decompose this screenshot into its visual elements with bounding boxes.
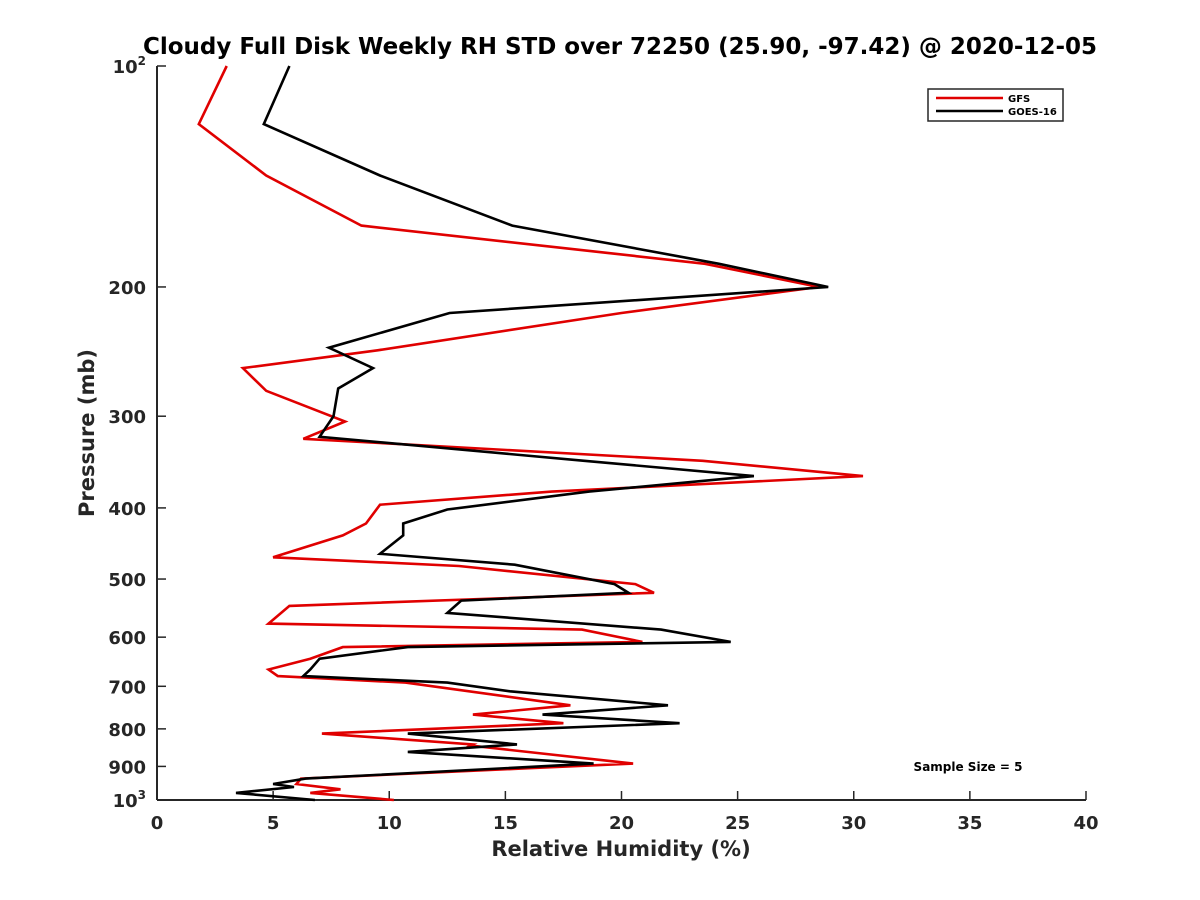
chart-title: Cloudy Full Disk Weekly RH STD over 7225… <box>143 34 1097 60</box>
legend-label: GFS <box>1008 94 1030 105</box>
x-tick-label: 10 <box>377 813 402 834</box>
plot-area <box>156 66 1086 801</box>
y-axis-label: Pressure (mb) <box>75 349 99 517</box>
x-tick-label: 5 <box>267 813 280 834</box>
x-tick-label: 0 <box>151 813 164 834</box>
sample-size-annotation: Sample Size = 5 <box>914 760 1023 774</box>
y-tick-label: 700 <box>108 677 146 698</box>
x-tick-label: 40 <box>1073 813 1098 834</box>
series-line-gfs <box>197 65 864 802</box>
y-tick-label: 600 <box>108 628 146 649</box>
y-tick-label: 103 <box>113 788 146 812</box>
x-tick-label: 15 <box>493 813 518 834</box>
y-tick-base: 10 <box>113 57 138 78</box>
legend-label: GOES-16 <box>1008 107 1057 118</box>
x-tick-label: 35 <box>957 813 982 834</box>
y-tick-label: 800 <box>108 720 146 741</box>
x-tick-label: 20 <box>609 813 634 834</box>
y-tick-label: 102 <box>113 54 146 78</box>
x-tick-label: 25 <box>725 813 750 834</box>
series-line-goes-16 <box>235 65 829 802</box>
legend-box <box>927 88 1064 122</box>
y-tick-label: 500 <box>108 570 146 591</box>
x-ticks: 0 5 10 15 20 25 30 35 40 <box>151 791 1099 834</box>
y-tick-exponent: 2 <box>138 54 146 68</box>
legend: GFS GOES-16 <box>927 88 1064 122</box>
y-tick-label: 200 <box>108 278 146 299</box>
y-tick-label: 300 <box>108 407 146 428</box>
y-tick-label: 900 <box>108 757 146 778</box>
y-tick-base: 10 <box>113 791 138 812</box>
y-tick-exponent: 3 <box>138 788 146 802</box>
x-tick-label: 30 <box>841 813 866 834</box>
x-axis-label: Relative Humidity (%) <box>491 837 750 861</box>
series-lines <box>197 65 864 802</box>
y-tick-label: 400 <box>108 499 146 520</box>
